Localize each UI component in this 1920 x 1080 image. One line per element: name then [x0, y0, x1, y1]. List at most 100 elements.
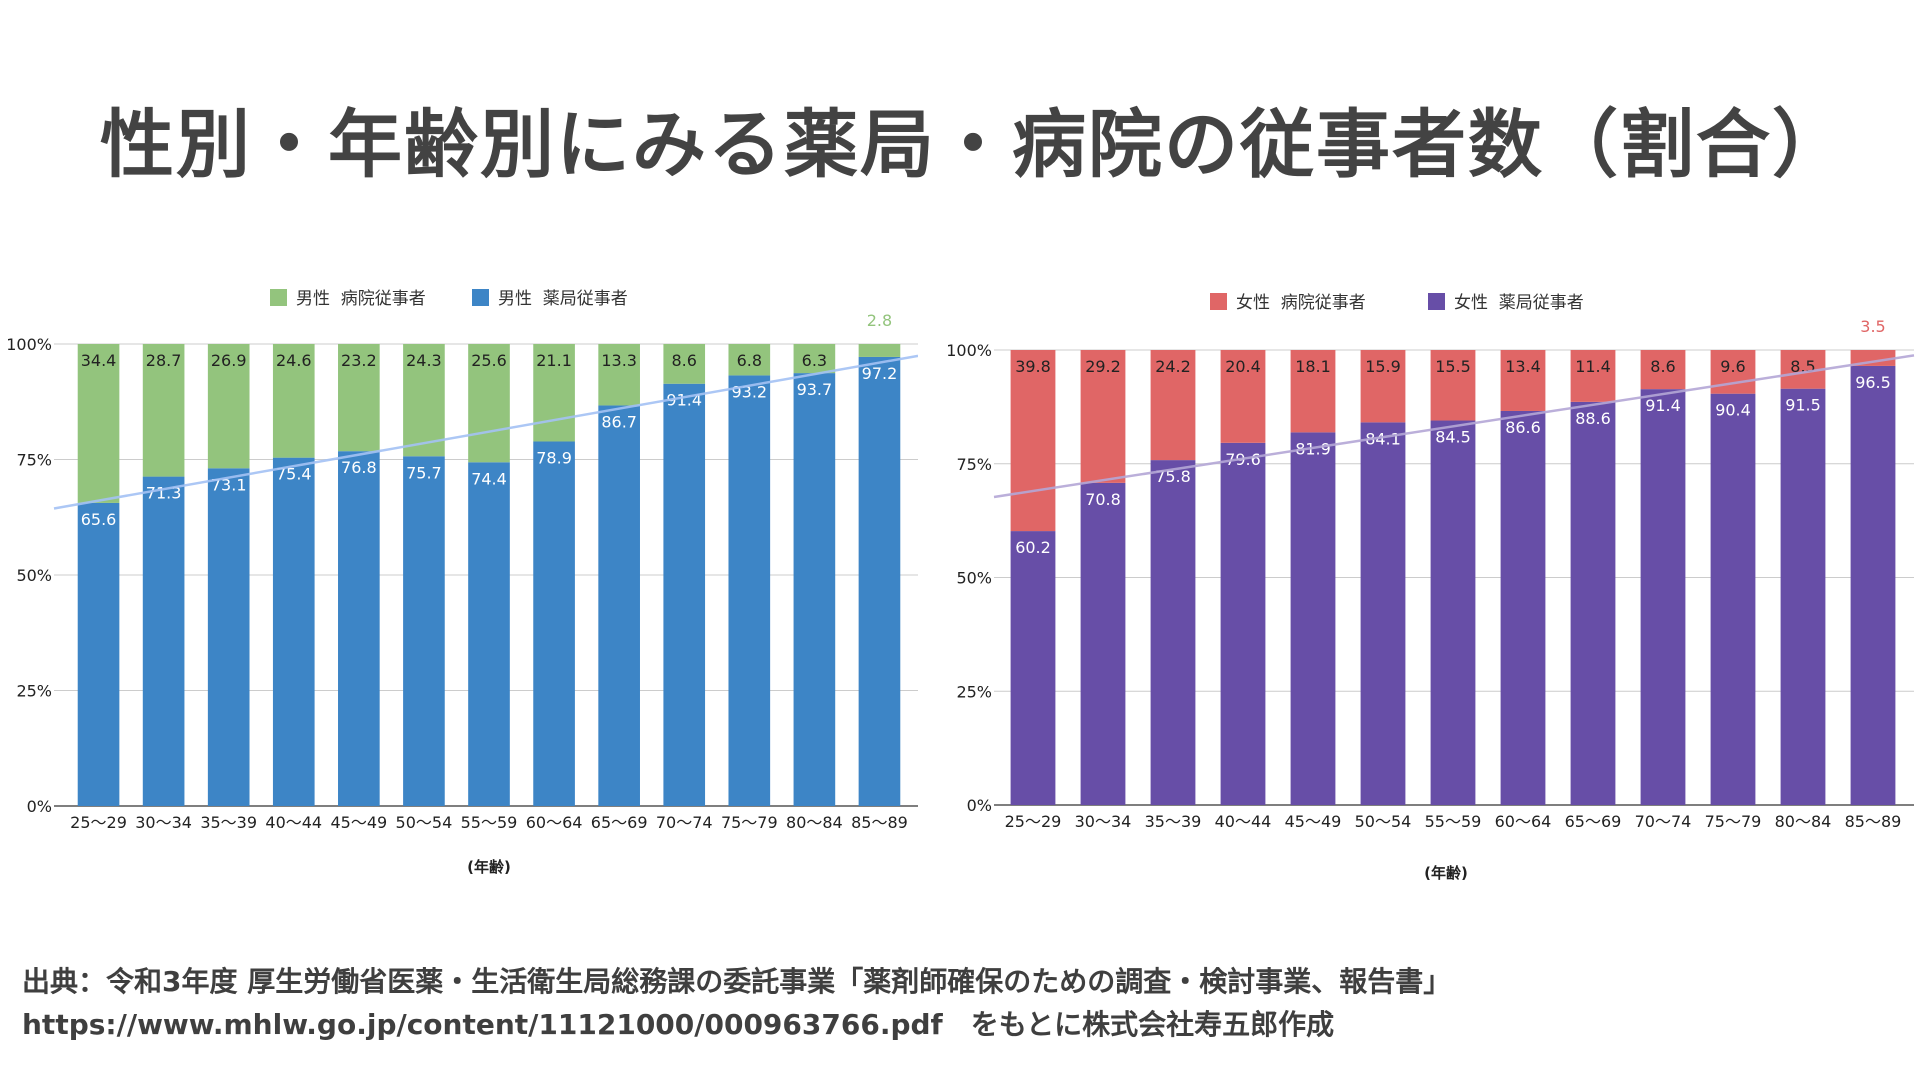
female-bar-top-5 [1360, 350, 1406, 423]
male-xtick-2: 35～39 [200, 813, 257, 832]
male-xtick-0: 25～29 [70, 813, 127, 832]
female-label-base-11: 91.5 [1785, 396, 1821, 415]
female-bar-base-11 [1780, 388, 1826, 805]
female-xtick-3: 40～44 [1215, 812, 1272, 831]
female-label-top-8: 11.4 [1575, 357, 1611, 376]
female-bar-base-9 [1640, 389, 1686, 805]
female-legend-label-0: 女性 病院従事者 [1236, 293, 1366, 313]
female-label-base-5: 84.1 [1365, 429, 1401, 448]
male-xtick-4: 45～49 [330, 813, 387, 832]
source-url: https://www.mhlw.go.jp/content/11121000/… [22, 1008, 1335, 1041]
female-ytick-2: 50% [956, 569, 992, 588]
male-bar-base-12 [858, 356, 901, 806]
male-label-top-12: 2.8 [867, 311, 892, 330]
male-bar-top-11 [793, 344, 836, 374]
female-label-top-10: 9.6 [1720, 357, 1745, 376]
female-label-top-12: 3.5 [1860, 317, 1885, 336]
male-bar-top-5 [403, 344, 445, 457]
male-label-top-11: 6.3 [802, 351, 827, 370]
female-label-top-7: 13.4 [1505, 357, 1541, 376]
female-bar-top-1 [1080, 350, 1126, 483]
male-bar-top-2 [207, 344, 250, 469]
male-ytick-3: 75% [16, 451, 52, 470]
female-xtick-5: 50～54 [1355, 812, 1412, 831]
female-label-top-6: 15.5 [1435, 357, 1471, 376]
male-label-base-5: 75.7 [406, 463, 442, 482]
female-xtick-10: 75～79 [1705, 812, 1762, 831]
male-chart-svg: 男性 病院従事者 男性 薬局従事者 0% 25% 50% 75% 100% 65.6 34.4 2… [8, 289, 919, 876]
male-bar-base-6 [468, 462, 510, 806]
male-legend-swatch-0 [270, 289, 287, 306]
male-bar-top-9 [663, 344, 706, 384]
female-bar-top-3 [1220, 350, 1266, 443]
female-label-base-10: 90.4 [1715, 401, 1751, 420]
male-bar-base-0 [77, 502, 120, 806]
male-label-base-7: 78.9 [536, 448, 572, 467]
male-xtick-10: 75～79 [721, 813, 778, 832]
female-xtick-4: 45～49 [1285, 812, 1342, 831]
source-citation: 出典：令和3年度 厚生労働省医薬・生活衛生局総務課の委託事業「薬剤師確保のための… [22, 965, 1452, 998]
female-label-top-5: 15.9 [1365, 357, 1401, 376]
male-chart: 男性 病院従事者 男性 薬局従事者 0% 25% 50% 75% 100% 65.6 34.4 2… [8, 284, 920, 890]
female-bar-base-2 [1150, 460, 1196, 805]
male-label-top-5: 24.3 [406, 351, 442, 370]
female-bar-base-1 [1080, 482, 1126, 805]
female-xtick-12: 85～89 [1845, 812, 1902, 831]
male-bar-base-3 [272, 457, 315, 806]
female-xtick-7: 60～64 [1495, 812, 1552, 831]
female-bar-base-6 [1430, 420, 1476, 805]
male-bar-top-1 [142, 344, 185, 477]
male-xtick-5: 50～54 [396, 813, 453, 832]
female-bar-top-12 [1850, 350, 1896, 366]
female-legend-swatch-1 [1428, 293, 1445, 310]
male-label-top-7: 21.1 [536, 351, 572, 370]
female-bar-base-4 [1290, 432, 1336, 805]
female-bar-top-4 [1290, 350, 1336, 433]
male-label-top-0: 34.4 [81, 351, 117, 370]
male-bar-base-10 [728, 375, 771, 806]
male-legend-label-0: 男性 病院従事者 [296, 289, 426, 309]
female-ytick-3: 75% [956, 455, 992, 474]
male-bar-top-12 [858, 344, 901, 357]
female-label-top-9: 8.6 [1650, 357, 1675, 376]
female-bar-base-0 [1010, 531, 1056, 805]
male-label-top-1: 28.7 [146, 351, 182, 370]
female-label-top-1: 29.2 [1085, 357, 1121, 376]
female-xtick-8: 65～69 [1565, 812, 1622, 831]
female-label-top-4: 18.1 [1295, 357, 1331, 376]
male-label-top-2: 26.9 [211, 351, 247, 370]
female-ytick-4: 100% [946, 341, 992, 360]
male-xtick-6: 55～59 [461, 813, 518, 832]
male-label-base-4: 76.8 [341, 458, 377, 477]
female-trendline [993, 354, 1915, 499]
female-xtick-1: 30～34 [1075, 812, 1132, 831]
female-label-base-7: 86.6 [1505, 418, 1541, 437]
male-xtick-7: 60～64 [526, 813, 583, 832]
female-bar-top-6 [1430, 350, 1476, 421]
male-bar-top-6 [468, 344, 510, 463]
male-label-top-4: 23.2 [341, 351, 377, 370]
male-label-base-3: 75.4 [276, 465, 312, 484]
male-bar-base-9 [663, 383, 706, 806]
female-label-top-0: 39.8 [1015, 357, 1051, 376]
female-label-base-8: 88.6 [1575, 409, 1611, 428]
female-legend-swatch-0 [1210, 293, 1227, 310]
male-xtick-9: 70～74 [656, 813, 713, 832]
male-bar-top-10 [728, 344, 771, 376]
male-ytick-2: 50% [16, 566, 52, 585]
male-bar-top-3 [272, 344, 315, 458]
male-bar-top-8 [598, 344, 640, 406]
male-label-top-9: 8.6 [672, 351, 697, 370]
male-xtick-3: 40～44 [265, 813, 322, 832]
female-xtick-9: 70～74 [1635, 812, 1692, 831]
female-xtick-6: 55～59 [1425, 812, 1482, 831]
female-bar-base-10 [1710, 393, 1756, 805]
male-legend-swatch-1 [472, 289, 489, 306]
male-xtick-8: 65～69 [591, 813, 648, 832]
female-label-base-6: 84.5 [1435, 428, 1471, 447]
male-label-base-0: 65.6 [81, 510, 117, 529]
male-label-base-8: 86.7 [601, 412, 637, 431]
male-bar-base-11 [793, 373, 836, 806]
male-ytick-1: 25% [16, 682, 52, 701]
male-label-base-6: 74.4 [471, 469, 507, 488]
